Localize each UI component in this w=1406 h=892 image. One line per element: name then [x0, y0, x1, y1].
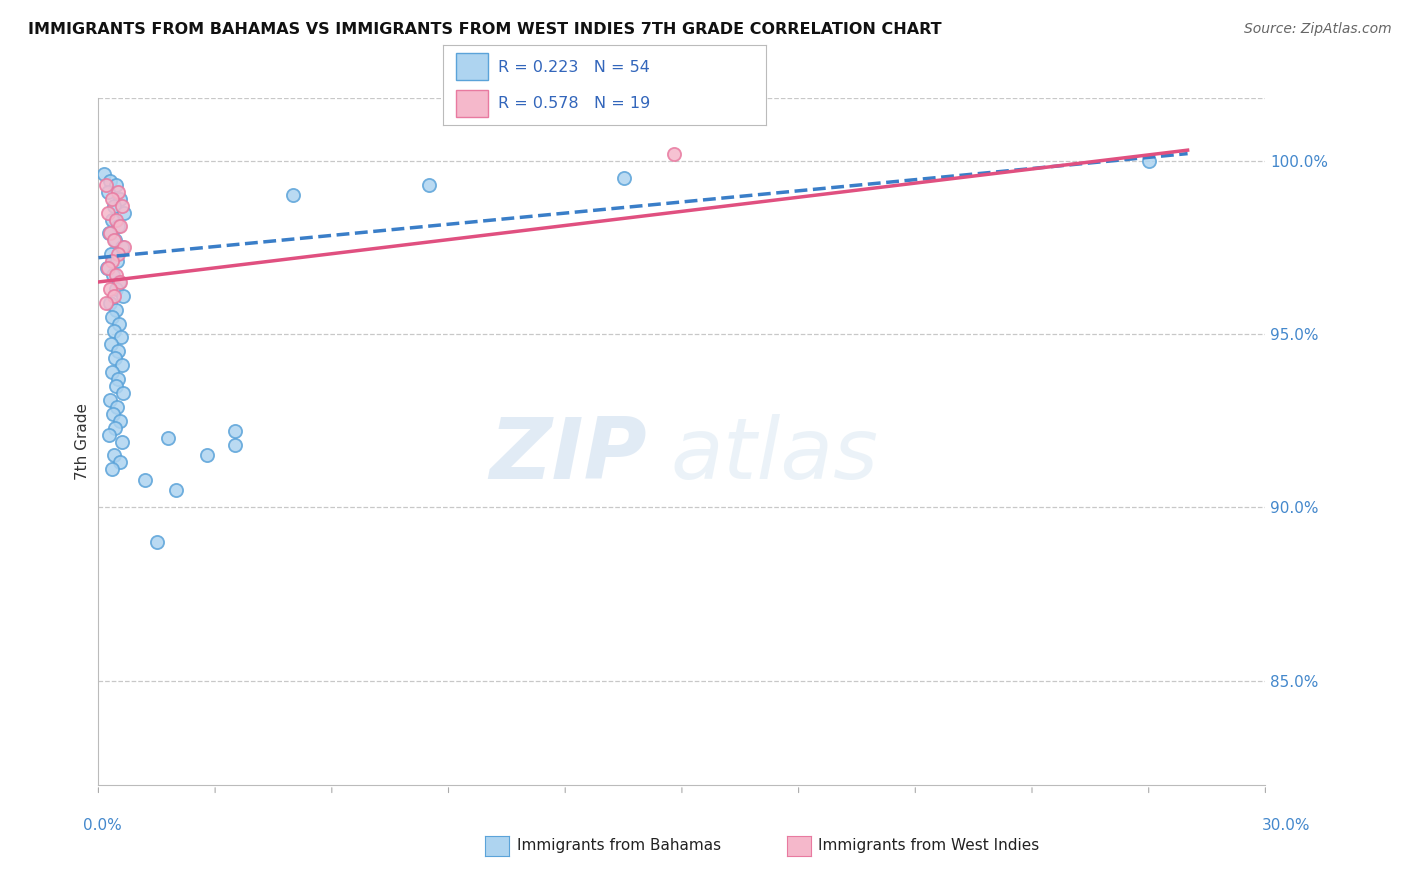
- Point: [107, 344, 129, 359]
- Point: [134, 473, 156, 487]
- Text: R = 0.578   N = 19: R = 0.578 N = 19: [498, 95, 650, 111]
- Point: [111, 199, 134, 213]
- Point: [100, 337, 122, 351]
- Point: [98, 427, 121, 442]
- Text: atlas: atlas: [671, 414, 879, 497]
- Text: 0.0%: 0.0%: [83, 818, 122, 832]
- Point: [418, 178, 440, 192]
- Point: [98, 282, 121, 296]
- Point: [111, 434, 134, 449]
- Point: [98, 174, 121, 188]
- Point: [103, 268, 125, 282]
- Text: Source: ZipAtlas.com: Source: ZipAtlas.com: [1244, 22, 1392, 37]
- Point: [100, 247, 122, 261]
- Point: [101, 310, 124, 324]
- Point: [104, 178, 127, 192]
- Y-axis label: 7th Grade: 7th Grade: [75, 403, 90, 480]
- Point: [281, 188, 304, 202]
- Bar: [456, 54, 488, 80]
- Point: [101, 254, 124, 268]
- Point: [103, 324, 125, 338]
- Point: [108, 317, 131, 331]
- Text: 30.0%: 30.0%: [1263, 818, 1310, 832]
- Point: [104, 282, 127, 296]
- Point: [96, 178, 118, 192]
- Point: [111, 358, 134, 372]
- Point: [107, 185, 129, 199]
- Point: [112, 240, 135, 254]
- Point: [1137, 153, 1160, 168]
- Point: [112, 205, 135, 219]
- Point: [108, 192, 131, 206]
- Point: [103, 199, 125, 213]
- Point: [110, 330, 132, 344]
- Point: [105, 254, 128, 268]
- Point: [108, 219, 131, 234]
- Point: [107, 219, 129, 234]
- Point: [107, 275, 129, 289]
- Point: [104, 351, 127, 366]
- Point: [105, 302, 128, 317]
- Point: [195, 449, 218, 463]
- Point: [98, 227, 121, 241]
- Point: [93, 168, 115, 182]
- Text: IMMIGRANTS FROM BAHAMAS VS IMMIGRANTS FROM WEST INDIES 7TH GRADE CORRELATION CHA: IMMIGRANTS FROM BAHAMAS VS IMMIGRANTS FR…: [28, 22, 942, 37]
- Text: Immigrants from Bahamas: Immigrants from Bahamas: [517, 838, 721, 853]
- Point: [105, 400, 128, 414]
- Point: [157, 431, 180, 445]
- Point: [103, 407, 125, 421]
- Point: [104, 233, 127, 247]
- Point: [98, 295, 121, 310]
- Point: [104, 420, 127, 434]
- Point: [101, 192, 124, 206]
- Point: [98, 392, 121, 407]
- Point: [111, 289, 134, 303]
- Bar: [456, 90, 488, 117]
- Text: R = 0.223   N = 54: R = 0.223 N = 54: [498, 60, 650, 75]
- Point: [101, 212, 124, 227]
- Point: [612, 170, 634, 185]
- Point: [165, 483, 187, 497]
- Text: ZIP: ZIP: [489, 414, 647, 497]
- Point: [108, 414, 131, 428]
- Point: [111, 386, 134, 401]
- Point: [224, 424, 246, 438]
- Point: [104, 379, 127, 393]
- Point: [108, 275, 131, 289]
- Point: [103, 289, 125, 303]
- Text: Immigrants from West Indies: Immigrants from West Indies: [818, 838, 1039, 853]
- Point: [107, 247, 129, 261]
- Point: [662, 146, 685, 161]
- Point: [96, 261, 118, 276]
- Point: [98, 227, 121, 241]
- Point: [97, 205, 120, 219]
- Point: [107, 372, 129, 386]
- Point: [103, 233, 125, 247]
- Point: [101, 365, 124, 379]
- Point: [224, 438, 246, 452]
- Point: [108, 455, 131, 469]
- Point: [104, 212, 127, 227]
- Point: [97, 185, 120, 199]
- Point: [97, 261, 120, 276]
- Point: [111, 240, 134, 254]
- Point: [96, 295, 118, 310]
- Point: [104, 268, 127, 282]
- Point: [146, 535, 169, 549]
- Point: [101, 462, 124, 476]
- Point: [103, 449, 125, 463]
